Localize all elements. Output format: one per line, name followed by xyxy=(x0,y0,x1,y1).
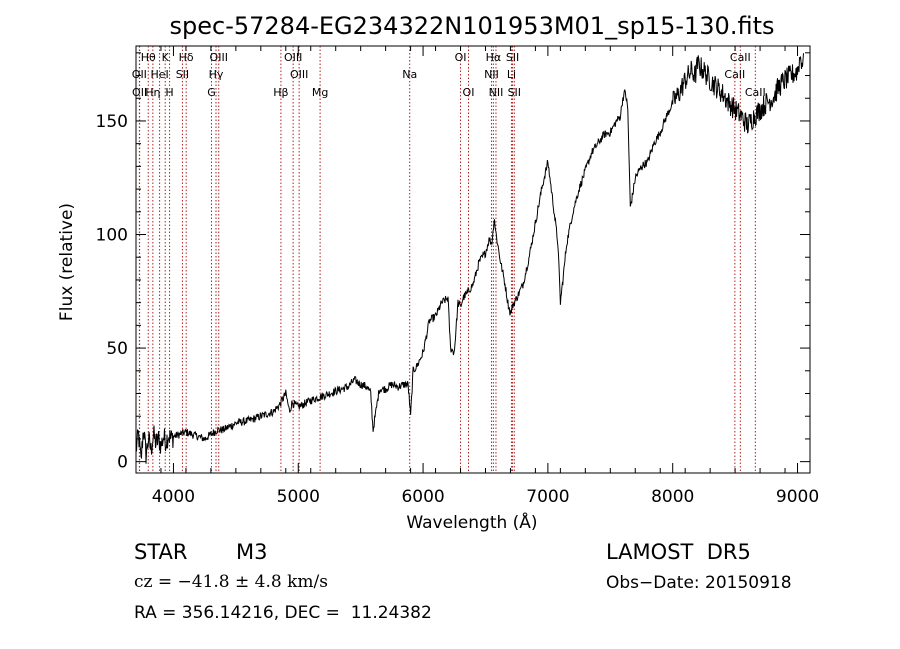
y-tick-label: 50 xyxy=(106,339,128,359)
spectrum-line xyxy=(135,53,804,464)
spectral-line-label: Mg xyxy=(312,86,328,99)
spectral-line-label: Li xyxy=(507,68,516,81)
spectral-line-label: Hγ xyxy=(209,68,224,81)
y-axis-label: Flux (relative) xyxy=(57,203,77,321)
axis-ticks: 4000 5000 6000 7000 8000 9000 0 50 100 150 xyxy=(96,46,819,507)
x-axis-label: Wavelength (Å) xyxy=(406,511,537,533)
spectral-line-label: CaII xyxy=(745,86,766,99)
y-tick-label: 150 xyxy=(96,112,128,132)
survey-name: LAMOST DR5 xyxy=(606,540,751,564)
x-tick-label: 8000 xyxy=(651,487,694,507)
spectral-line-label: H xyxy=(165,86,173,99)
plot-frame xyxy=(135,45,811,474)
x-tick-label: 6000 xyxy=(401,487,444,507)
spectral-line-label: OII xyxy=(132,68,147,81)
spectrum-series xyxy=(135,53,804,464)
spectral-line-label: Hη xyxy=(145,86,160,99)
object-subclass: M3 xyxy=(236,540,268,564)
spectral-line-label: HeI xyxy=(150,68,168,81)
spectral-line-label: CaII xyxy=(730,51,751,64)
spectral-line-label: Na xyxy=(402,68,417,81)
spectral-line-label: NII xyxy=(489,86,504,99)
spectral-line-label: SII xyxy=(506,51,519,64)
spectral-line-label: OIII xyxy=(210,51,228,64)
coordinates: RA = 356.14216, DEC = 11.24382 xyxy=(134,603,432,623)
y-tick-label: 0 xyxy=(117,453,128,473)
spectral-line-label: OI xyxy=(455,51,467,64)
x-tick-label: 4000 xyxy=(152,487,195,507)
chart-title: spec-57284-EG234322N101953M01_sp15-130.f… xyxy=(170,12,775,40)
y-tick-label: 100 xyxy=(96,226,128,246)
x-tick-label: 5000 xyxy=(277,487,320,507)
object-class: STAR xyxy=(134,540,188,564)
spectral-line-label: OIII xyxy=(284,51,302,64)
spectral-line-label: NII xyxy=(484,68,499,81)
x-tick-label: 9000 xyxy=(776,487,819,507)
spectral-line-label: OI xyxy=(463,86,475,99)
redshift-velocity: cz = −41.8 ± 4.8 km/s xyxy=(134,572,328,592)
spectral-line-label: Hβ xyxy=(273,86,288,99)
spectral-line-label: OIII xyxy=(290,68,308,81)
spectral-line-label: CaII xyxy=(724,68,745,81)
observation-date: Obs−Date: 20150918 xyxy=(606,573,792,593)
spectral-line-label: Hα xyxy=(486,51,502,64)
spectral-line-label: SII xyxy=(176,68,189,81)
spectral-line-label: K xyxy=(162,51,170,64)
spectral-line-label: Hδ xyxy=(179,51,194,64)
x-tick-label: 7000 xyxy=(526,487,569,507)
spectral-line-label: G xyxy=(207,86,216,99)
spectral-line-label: SII xyxy=(508,86,521,99)
spectral-line-label: Hθ xyxy=(141,51,156,64)
spectral-lines-layer xyxy=(138,46,756,473)
